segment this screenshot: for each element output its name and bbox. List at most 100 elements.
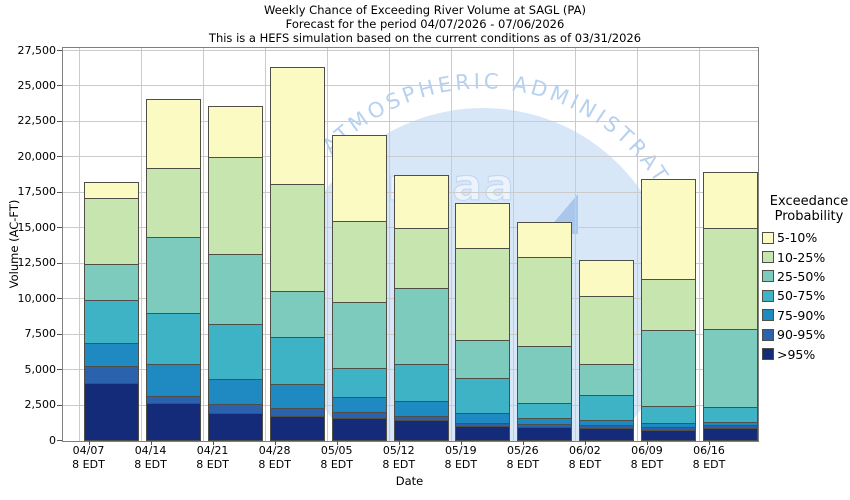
bar-segment xyxy=(207,253,263,324)
bar-segment xyxy=(393,175,449,228)
bar-segment xyxy=(517,346,573,403)
bar-segment xyxy=(269,416,325,441)
legend-label: 10-25% xyxy=(777,249,826,265)
x-tick-label: 04/28 xyxy=(258,444,291,457)
bar-segment xyxy=(269,407,325,417)
bar-segment xyxy=(145,98,201,168)
gridline-vertical xyxy=(698,48,700,441)
bar-segment xyxy=(703,421,759,426)
bar-segment xyxy=(83,299,139,344)
bar-segment xyxy=(455,340,511,378)
x-tick-sublabel: 8 EDT xyxy=(692,458,726,471)
bar-segment xyxy=(703,406,759,422)
bar-segment xyxy=(703,228,759,329)
bar-segment xyxy=(269,184,325,292)
bar-segment xyxy=(455,377,511,414)
y-tick-label: 5,000 xyxy=(24,362,57,376)
legend-swatch xyxy=(762,309,774,322)
x-axis-title: Date xyxy=(395,474,424,488)
chart-note: This is a HEFS simulation based on the c… xyxy=(208,31,642,45)
x-tick-label: 04/14 xyxy=(134,444,167,457)
x-tick-mark xyxy=(584,441,586,445)
bar-segment xyxy=(207,379,263,405)
x-tick-label: 05/19 xyxy=(444,444,477,457)
bar-segment xyxy=(83,343,139,366)
legend-entry: 50-75% xyxy=(762,286,850,305)
legend-title-line2: Probability xyxy=(774,209,844,224)
legend-entry: >95% xyxy=(762,344,850,363)
bar-segment xyxy=(331,302,387,368)
bar-segment xyxy=(393,364,449,402)
y-tick-label: 0 xyxy=(49,433,56,447)
x-tick-label: 06/09 xyxy=(631,444,663,457)
bar-segment xyxy=(393,416,449,421)
bar-segment xyxy=(641,422,697,427)
y-tick-label: 17,500 xyxy=(17,185,57,199)
gridline-vertical xyxy=(388,48,390,441)
legend-label: 50-75% xyxy=(777,288,826,304)
y-tick-label: 12,500 xyxy=(17,256,57,270)
gridline-horizontal xyxy=(63,85,758,87)
bar-segment xyxy=(703,425,759,429)
legend-swatch xyxy=(762,328,774,341)
x-tick-sublabel: 8 EDT xyxy=(196,458,229,471)
gridline-vertical xyxy=(636,48,638,441)
y-tick-label: 27,500 xyxy=(17,43,57,57)
x-tick-label: 05/26 xyxy=(506,444,539,457)
legend-swatch xyxy=(762,251,774,264)
y-tick-label: 22,500 xyxy=(17,114,57,128)
bar-segment xyxy=(579,260,635,297)
bar-segment xyxy=(83,263,139,300)
gridline-vertical xyxy=(512,48,514,441)
x-tick-label: 06/16 xyxy=(693,444,725,457)
x-tick-mark xyxy=(336,441,338,445)
x-tick-mark xyxy=(709,441,710,445)
bar-segment xyxy=(145,313,201,365)
bar-segment xyxy=(579,296,635,365)
y-tick-mark xyxy=(57,85,62,87)
bar-segment xyxy=(517,417,573,424)
bar-segment xyxy=(455,248,511,341)
x-tick-sublabel: 8 EDT xyxy=(444,458,478,471)
legend: Exceedance Probability 5-10% 10-25% 25-50%… xyxy=(762,194,850,364)
gridline-vertical xyxy=(202,48,204,441)
bar-segment xyxy=(517,426,573,441)
bar-segment xyxy=(269,384,325,408)
bars xyxy=(63,48,759,441)
bar-segment xyxy=(641,406,697,423)
legend-swatch xyxy=(762,270,774,283)
x-tick-mark xyxy=(150,441,152,445)
bar-segment xyxy=(393,420,449,441)
gridline-vertical xyxy=(574,48,576,441)
x-tick-sublabel: 8 EDT xyxy=(72,458,105,471)
x-tick-sublabel: 8 EDT xyxy=(506,458,540,471)
legend-entry: 25-50% xyxy=(762,267,850,286)
gridline-vertical xyxy=(140,48,142,441)
gridline-horizontal xyxy=(63,156,758,158)
bar-segment xyxy=(269,66,325,185)
bar-segment xyxy=(269,337,325,385)
bar-segment xyxy=(207,105,263,158)
bar-segment xyxy=(641,426,697,430)
y-tick-mark xyxy=(57,369,62,371)
bar-segment xyxy=(331,417,387,441)
y-tick-mark xyxy=(57,156,62,158)
legend-entry: 10-25% xyxy=(762,247,850,266)
y-tick-label: 10,000 xyxy=(17,291,57,305)
x-tick-label: 04/07 xyxy=(72,444,105,457)
bar-segment xyxy=(579,425,635,429)
bar-segment xyxy=(145,364,201,396)
bar-segment xyxy=(207,413,263,441)
bar-segment xyxy=(703,428,759,441)
bar-segment xyxy=(579,420,635,426)
y-tick-label: 20,000 xyxy=(17,149,57,163)
bar-segment xyxy=(641,330,697,407)
bar-segment xyxy=(517,424,573,427)
bar-segment xyxy=(517,221,573,257)
gridline-horizontal xyxy=(63,50,758,51)
bar-segment xyxy=(269,291,325,338)
y-tick-mark xyxy=(57,227,62,229)
y-tick-mark xyxy=(57,262,62,264)
x-tick-mark xyxy=(522,441,524,445)
